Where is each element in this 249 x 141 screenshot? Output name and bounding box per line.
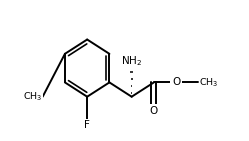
Text: O: O bbox=[150, 106, 158, 116]
Text: O: O bbox=[172, 77, 180, 87]
Text: CH$_3$: CH$_3$ bbox=[23, 91, 43, 103]
Text: NH$_2$: NH$_2$ bbox=[121, 55, 142, 68]
Text: F: F bbox=[84, 120, 90, 130]
Text: CH$_3$: CH$_3$ bbox=[199, 76, 219, 89]
